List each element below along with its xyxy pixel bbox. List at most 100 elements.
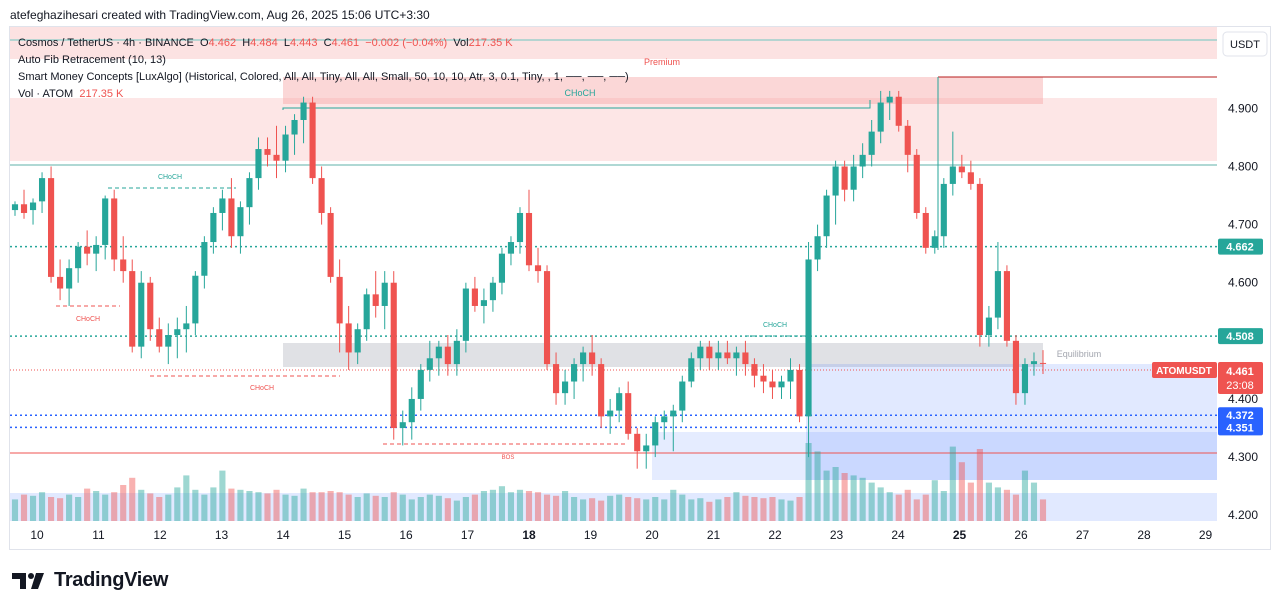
candle-body bbox=[300, 102, 307, 120]
legend-h-label: H bbox=[242, 37, 251, 49]
legend-o-value: 4.462 bbox=[208, 37, 237, 49]
price-tick-label: 4.900 bbox=[1228, 101, 1258, 115]
candle-body bbox=[1030, 361, 1038, 365]
tradingview-logo[interactable]: TradingView bbox=[12, 569, 168, 592]
volume-bar bbox=[282, 494, 289, 521]
time-tick-label: 23 bbox=[830, 528, 844, 542]
candle-body bbox=[931, 236, 938, 248]
currency-button-bg[interactable] bbox=[1222, 31, 1268, 57]
time-tick-label: 20 bbox=[645, 528, 659, 542]
price-level-value: 4.662 bbox=[1226, 242, 1254, 254]
price-axis[interactable]: 4.900 4.800 4.700 4.600 4.400 4.300 4.200 bbox=[1228, 101, 1258, 522]
price-tick-label: 4.600 bbox=[1228, 276, 1258, 290]
legend-symbol[interactable]: Cosmos / TetherUS · 4h · BINANCE bbox=[18, 37, 194, 49]
choch-label-3: CHoCH bbox=[250, 385, 274, 392]
price-level-tag bbox=[1218, 328, 1263, 345]
volume-bar bbox=[210, 487, 217, 521]
volume-bar bbox=[625, 497, 632, 521]
candle-body bbox=[1021, 364, 1029, 394]
candle-body bbox=[219, 198, 226, 213]
candle-body bbox=[733, 352, 740, 359]
volume-zone bbox=[10, 493, 1217, 521]
volume-bar bbox=[138, 489, 145, 521]
candle-body bbox=[84, 246, 91, 254]
price-level-tag bbox=[1218, 238, 1263, 255]
volume-bar bbox=[985, 482, 992, 521]
price-level-value: 4.508 bbox=[1226, 331, 1254, 343]
candle-body bbox=[426, 358, 433, 370]
candle-body bbox=[336, 276, 343, 324]
volume-bar bbox=[29, 495, 37, 521]
price-tick-label: 4.800 bbox=[1228, 159, 1258, 173]
tradingview-logo-icon bbox=[12, 572, 44, 589]
candle-body bbox=[480, 300, 487, 306]
candle-body bbox=[634, 433, 641, 452]
volume-bar bbox=[102, 494, 109, 521]
candle-body bbox=[1039, 362, 1047, 364]
volume-bar bbox=[336, 492, 343, 521]
price-tag bbox=[1218, 362, 1263, 394]
candle-body bbox=[129, 271, 136, 347]
volume-bar bbox=[913, 499, 920, 521]
candle-body bbox=[751, 364, 758, 376]
candle-body bbox=[976, 183, 983, 336]
symbol-tag-text: ATOMUSDT bbox=[1156, 366, 1212, 377]
candle-body bbox=[237, 207, 244, 237]
candle-body bbox=[742, 352, 749, 365]
candle-body bbox=[661, 416, 668, 423]
bos-label: BOS bbox=[502, 455, 515, 461]
volume-bar bbox=[390, 492, 397, 521]
premium-label: Premium bbox=[644, 57, 680, 67]
choch-zone bbox=[283, 77, 1043, 104]
legend-indicator-vol[interactable]: Vol · ATOM 217.35 K bbox=[18, 86, 629, 103]
volume-bar bbox=[1030, 482, 1038, 521]
volume-bar bbox=[228, 488, 235, 521]
volume-bars bbox=[11, 443, 1047, 521]
candle-body bbox=[850, 166, 857, 190]
volume-bar bbox=[877, 487, 884, 521]
volume-bar bbox=[886, 492, 893, 521]
time-tick-label: 12 bbox=[153, 528, 167, 542]
candle-body bbox=[372, 294, 379, 306]
volume-bar bbox=[634, 498, 641, 521]
volume-bar bbox=[471, 494, 478, 521]
time-tick-label: 29 bbox=[1199, 528, 1213, 542]
candle-body bbox=[859, 154, 866, 167]
candle-body bbox=[607, 410, 614, 417]
volume-bar bbox=[589, 498, 596, 521]
legend-vol-name: Vol · ATOM bbox=[18, 88, 74, 100]
volume-bar bbox=[345, 494, 352, 521]
candle-body bbox=[715, 352, 722, 359]
time-axis[interactable]: 10 11 12 13 14 15 16 17 18 19 20 21 22 23 24 25 26 27 28 29 bbox=[30, 528, 1212, 542]
volume-bar bbox=[967, 482, 974, 521]
candle-body bbox=[913, 154, 920, 213]
time-tick-label: 11 bbox=[92, 528, 105, 542]
choch-label-1: CHoCH bbox=[158, 174, 182, 181]
price-tick-label: 4.700 bbox=[1228, 218, 1258, 232]
candle-body bbox=[444, 346, 451, 365]
choch-label-2: CHoCH bbox=[76, 316, 100, 323]
volume-bar bbox=[309, 492, 316, 521]
currency-button[interactable]: USDT bbox=[1230, 39, 1260, 51]
candle-body bbox=[38, 178, 46, 202]
candle-body bbox=[706, 346, 713, 359]
candle-body bbox=[102, 198, 109, 245]
volume-bar bbox=[498, 486, 506, 521]
candle-body bbox=[408, 398, 415, 423]
candle-body bbox=[679, 381, 686, 411]
volume-bar bbox=[562, 491, 569, 521]
time-tick-label: 25 bbox=[953, 528, 967, 542]
volume-bar bbox=[246, 491, 253, 521]
volume-bar bbox=[931, 480, 938, 521]
volume-bar bbox=[507, 492, 515, 521]
legend-indicator-fib[interactable]: Auto Fib Retracement (10, 13) bbox=[18, 54, 166, 66]
volume-bar bbox=[976, 449, 983, 521]
volume-bar bbox=[787, 500, 794, 521]
volume-bar bbox=[580, 499, 587, 521]
legend-l-label: L bbox=[283, 37, 290, 49]
legend-indicator-smc[interactable]: Smart Money Concepts [LuxAlgo] (Historic… bbox=[18, 71, 629, 83]
candle-body bbox=[363, 294, 370, 330]
volume-bar bbox=[381, 497, 388, 521]
equilibrium-zone bbox=[283, 343, 1043, 367]
